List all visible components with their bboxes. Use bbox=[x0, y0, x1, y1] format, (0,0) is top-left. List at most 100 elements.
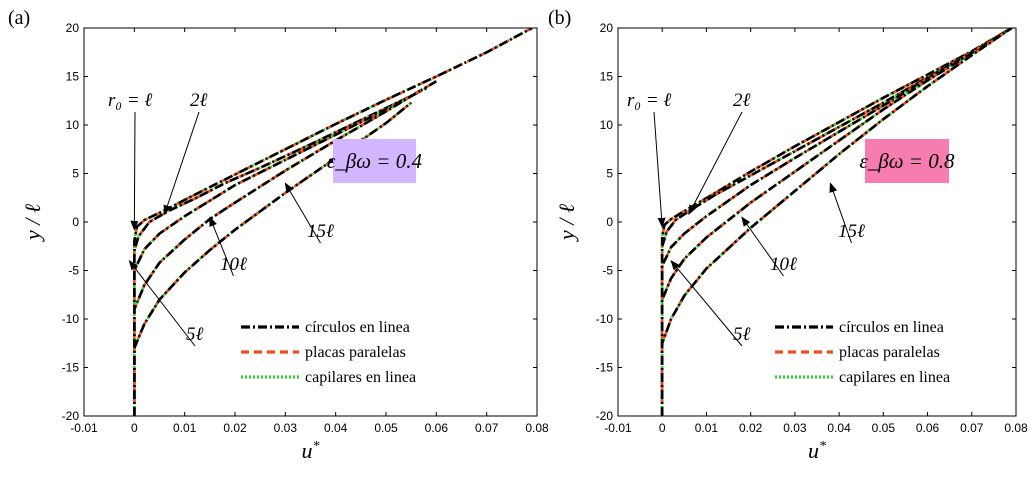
legend-entry: capilares en linea bbox=[305, 369, 416, 386]
x-tick-label: -0.01 bbox=[604, 421, 632, 435]
parameter-box bbox=[333, 139, 416, 183]
curve-label-arrow bbox=[163, 111, 200, 216]
x-tick-label: 0 bbox=[659, 421, 666, 435]
y-tick-label: -5 bbox=[68, 264, 79, 278]
y-tick-label: 5 bbox=[606, 167, 613, 181]
series-line-r0-3-dotted bbox=[133, 88, 422, 416]
legend-entry: círculos en linea bbox=[839, 319, 944, 336]
series-line-r0-2-dashed bbox=[133, 86, 427, 416]
y-tick-label: -10 bbox=[596, 312, 614, 326]
x-tick-label: 0.06 bbox=[916, 421, 940, 435]
x-tick-label: -0.01 bbox=[70, 421, 98, 435]
legend-entry: círculos en linea bbox=[305, 319, 410, 336]
curves-group bbox=[660, 28, 1013, 416]
x-tick-label: 0.06 bbox=[425, 421, 449, 435]
series-line-r0-4-dashdot bbox=[660, 28, 1013, 416]
series-line-r0-3-dashed bbox=[133, 88, 422, 416]
y-tick-label: -15 bbox=[62, 361, 80, 375]
series-line-r0-0-dashed bbox=[660, 28, 1013, 416]
series-line-r0-1-dashdot bbox=[133, 80, 437, 416]
y-tick-label: -20 bbox=[62, 409, 80, 423]
curve-label-arrow bbox=[688, 111, 743, 216]
curve-label-arrow bbox=[653, 111, 666, 228]
x-tick-label: 0.05 bbox=[872, 421, 896, 435]
y-tick-label: 0 bbox=[72, 215, 79, 229]
curve-label: 5ℓ bbox=[186, 324, 204, 345]
curve-label-arrow bbox=[128, 260, 196, 347]
series-line-r0-1-dashdot bbox=[660, 28, 1013, 416]
curve-label-arrow bbox=[209, 216, 234, 277]
legend-entry: placas paralelas bbox=[305, 344, 406, 361]
y-tick-label: 20 bbox=[600, 21, 614, 35]
series-line-r0-0-dotted bbox=[660, 28, 1013, 416]
x-tick-label: 0.04 bbox=[324, 421, 348, 435]
x-tick-label: 0.04 bbox=[827, 421, 851, 435]
parameter-text: ε_βω = 0.8 bbox=[860, 149, 955, 173]
x-axis-label-sup: * bbox=[819, 439, 826, 454]
plot-frame bbox=[617, 27, 1017, 417]
series-line-r0-3-dashed bbox=[660, 28, 1013, 416]
x-axis-label: u* bbox=[808, 438, 826, 463]
curve-label-arrow bbox=[741, 216, 784, 277]
x-tick-label: 0.01 bbox=[173, 421, 197, 435]
x-tick-label: 0.08 bbox=[525, 421, 549, 435]
series-line-r0-2-dotted bbox=[133, 86, 427, 416]
curve-label-arrow bbox=[130, 111, 139, 231]
series-line-r0-2-dashdot bbox=[660, 28, 1013, 416]
y-axis-label: y / ℓ bbox=[554, 203, 579, 242]
y-tick-label: -15 bbox=[596, 361, 614, 375]
x-tick-label: 0.05 bbox=[374, 421, 398, 435]
panel-label: (a) bbox=[8, 7, 30, 29]
y-tick-label: 5 bbox=[72, 167, 79, 181]
series-line-r0-1-dotted bbox=[133, 80, 437, 416]
parameter-box bbox=[865, 139, 949, 183]
series-line-r0-4-dashed bbox=[660, 28, 1013, 416]
curve-label: 2ℓ bbox=[190, 90, 208, 111]
curve-label: 10ℓ bbox=[770, 254, 797, 275]
x-tick-label: 0.02 bbox=[739, 421, 763, 435]
x-tick-label: 0.01 bbox=[695, 421, 719, 435]
series-line-r0-3-dashdot bbox=[660, 28, 1013, 416]
series-line-r0-1-dashed bbox=[133, 80, 437, 416]
y-axis-label: y / ℓ bbox=[20, 203, 45, 242]
curve-label: 15ℓ bbox=[838, 221, 865, 242]
series-line-r0-3-dotted bbox=[660, 28, 1013, 416]
panel-b: (b) -0.01 0 0.01 0.02 0.03 0.04 0.05 0.06 0.07 0.0… bbox=[548, 7, 1028, 463]
y-tick-label: 0 bbox=[606, 215, 613, 229]
x-tick-label: 0 bbox=[131, 421, 138, 435]
series-line-r0-4-dotted bbox=[660, 28, 1013, 416]
series-line-r0-2-dashdot bbox=[133, 86, 427, 416]
series-line-r0-1-dashed bbox=[660, 28, 1013, 416]
x-tick-label: 0.02 bbox=[223, 421, 247, 435]
curve-label-arrow bbox=[670, 260, 743, 347]
x-tick-label: 0.03 bbox=[274, 421, 298, 435]
curve-label-arrow bbox=[284, 182, 321, 244]
series-line-r0-0-dashdot bbox=[660, 28, 1013, 416]
parameter-text: ε_βω = 0.4 bbox=[327, 149, 422, 173]
y-tick-label: 20 bbox=[66, 21, 80, 35]
curve-label: 15ℓ bbox=[307, 221, 334, 242]
y-tick-label: -5 bbox=[602, 264, 613, 278]
x-tick-label: 0.07 bbox=[475, 421, 499, 435]
series-line-r0-1-dotted bbox=[660, 28, 1013, 416]
legend-entry: placas paralelas bbox=[839, 344, 940, 361]
legend-entry: capilares en linea bbox=[839, 369, 950, 386]
x-tick-label: 0.03 bbox=[783, 421, 807, 435]
x-tick-label: 0.08 bbox=[1004, 421, 1028, 435]
curves-group bbox=[133, 28, 533, 416]
y-tick-label: 15 bbox=[600, 70, 614, 84]
curve-label: 5ℓ bbox=[733, 324, 751, 345]
y-tick-label: 10 bbox=[600, 118, 614, 132]
y-tick-label: -20 bbox=[596, 409, 614, 423]
curve-label: 2ℓ bbox=[733, 90, 751, 111]
y-tick-label: 10 bbox=[66, 118, 80, 132]
panel-a: (a) -0.01 0 0.01 0.02 0.03 0.04 0.05 0.06 0.07 0.0… bbox=[8, 7, 549, 463]
curve-label: 10ℓ bbox=[220, 254, 247, 275]
series-line-r0-3-dashdot bbox=[133, 88, 422, 416]
y-tick-label: -10 bbox=[62, 312, 80, 326]
curve-label: r₀ = ℓ bbox=[108, 90, 152, 111]
y-tick-label: 15 bbox=[66, 70, 80, 84]
curve-label-arrow bbox=[829, 182, 852, 244]
panel-label: (b) bbox=[548, 7, 571, 29]
